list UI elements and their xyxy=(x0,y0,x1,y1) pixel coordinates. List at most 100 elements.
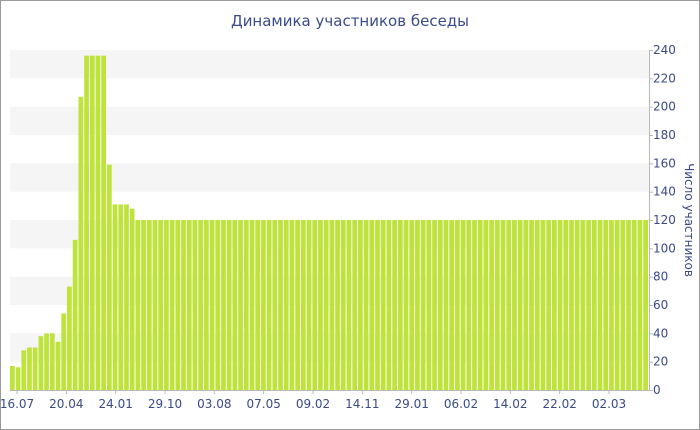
bar[interactable] xyxy=(346,220,352,390)
bar[interactable] xyxy=(101,55,106,391)
bar[interactable] xyxy=(164,220,169,390)
bar[interactable] xyxy=(460,220,466,390)
bar[interactable] xyxy=(261,220,266,390)
bar[interactable] xyxy=(420,220,426,390)
bar[interactable] xyxy=(181,220,186,390)
bar[interactable] xyxy=(21,350,27,390)
bar[interactable] xyxy=(221,220,226,390)
bar[interactable] xyxy=(198,220,203,390)
bar[interactable] xyxy=(312,220,318,390)
bar[interactable] xyxy=(358,220,363,390)
bar[interactable] xyxy=(409,220,415,390)
bar[interactable] xyxy=(637,220,643,390)
bar[interactable] xyxy=(603,220,609,390)
bar[interactable] xyxy=(643,220,648,390)
bar[interactable] xyxy=(129,208,135,390)
bar[interactable] xyxy=(455,220,460,390)
bar[interactable] xyxy=(546,220,552,390)
bar[interactable] xyxy=(272,220,278,390)
bar[interactable] xyxy=(32,347,38,391)
bar[interactable] xyxy=(306,220,312,390)
bar[interactable] xyxy=(614,220,620,390)
bar[interactable] xyxy=(380,220,386,390)
bar[interactable] xyxy=(534,220,540,390)
bar[interactable] xyxy=(249,220,255,390)
bar[interactable] xyxy=(500,220,506,390)
bar[interactable] xyxy=(335,220,340,390)
bar[interactable] xyxy=(67,286,72,390)
bar[interactable] xyxy=(146,220,152,390)
bar[interactable] xyxy=(626,220,631,390)
bar[interactable] xyxy=(369,220,375,390)
bar[interactable] xyxy=(631,220,637,390)
bar[interactable] xyxy=(124,204,129,390)
bar[interactable] xyxy=(574,220,580,390)
bar[interactable] xyxy=(620,220,626,390)
bar[interactable] xyxy=(352,220,358,390)
bar[interactable] xyxy=(403,220,409,390)
bar[interactable] xyxy=(186,220,192,390)
bar[interactable] xyxy=(158,220,164,390)
bar[interactable] xyxy=(106,164,112,390)
bar[interactable] xyxy=(175,220,181,390)
bar[interactable] xyxy=(591,220,597,390)
bar[interactable] xyxy=(169,220,175,390)
bar[interactable] xyxy=(238,220,243,390)
bar[interactable] xyxy=(323,220,329,390)
bar[interactable] xyxy=(340,220,346,390)
bar[interactable] xyxy=(95,55,101,391)
bar[interactable] xyxy=(483,220,489,390)
bar[interactable] xyxy=(363,220,369,390)
bar[interactable] xyxy=(300,220,306,390)
bar[interactable] xyxy=(243,220,249,390)
bar[interactable] xyxy=(55,341,61,390)
bar[interactable] xyxy=(61,313,67,391)
bar[interactable] xyxy=(426,220,432,390)
bar[interactable] xyxy=(494,220,500,390)
bar[interactable] xyxy=(203,220,209,390)
bar[interactable] xyxy=(415,220,420,390)
bar[interactable] xyxy=(329,220,335,390)
bar[interactable] xyxy=(586,220,591,390)
bar[interactable] xyxy=(10,365,15,390)
bar[interactable] xyxy=(289,220,295,390)
bar[interactable] xyxy=(318,220,323,390)
bar[interactable] xyxy=(517,220,523,390)
bar[interactable] xyxy=(278,220,283,390)
bar[interactable] xyxy=(49,333,55,390)
bar[interactable] xyxy=(392,220,397,390)
bar[interactable] xyxy=(432,220,437,390)
bar[interactable] xyxy=(38,336,44,390)
bar[interactable] xyxy=(232,220,238,390)
bar[interactable] xyxy=(226,220,232,390)
bar[interactable] xyxy=(152,220,158,390)
bar[interactable] xyxy=(375,220,380,390)
bar[interactable] xyxy=(552,220,557,390)
bar[interactable] xyxy=(283,220,289,390)
bar[interactable] xyxy=(15,367,21,390)
bar[interactable] xyxy=(569,220,574,390)
bar[interactable] xyxy=(397,220,403,390)
bar[interactable] xyxy=(215,220,221,390)
bar[interactable] xyxy=(489,220,494,390)
bar[interactable] xyxy=(449,220,455,390)
bar[interactable] xyxy=(557,220,563,390)
bar[interactable] xyxy=(255,220,261,390)
bar[interactable] xyxy=(72,239,78,390)
bar[interactable] xyxy=(135,220,141,390)
bar[interactable] xyxy=(506,220,512,390)
bar[interactable] xyxy=(443,220,449,390)
bar[interactable] xyxy=(609,220,614,390)
bar[interactable] xyxy=(580,220,586,390)
bar[interactable] xyxy=(512,220,517,390)
bar[interactable] xyxy=(78,96,84,390)
bar[interactable] xyxy=(84,55,89,391)
bar[interactable] xyxy=(563,220,569,390)
bar[interactable] xyxy=(89,55,95,391)
bar[interactable] xyxy=(472,220,477,390)
bar[interactable] xyxy=(529,220,534,390)
bar[interactable] xyxy=(44,333,49,390)
bar[interactable] xyxy=(295,220,300,390)
bar[interactable] xyxy=(209,220,215,390)
bar[interactable] xyxy=(540,220,546,390)
